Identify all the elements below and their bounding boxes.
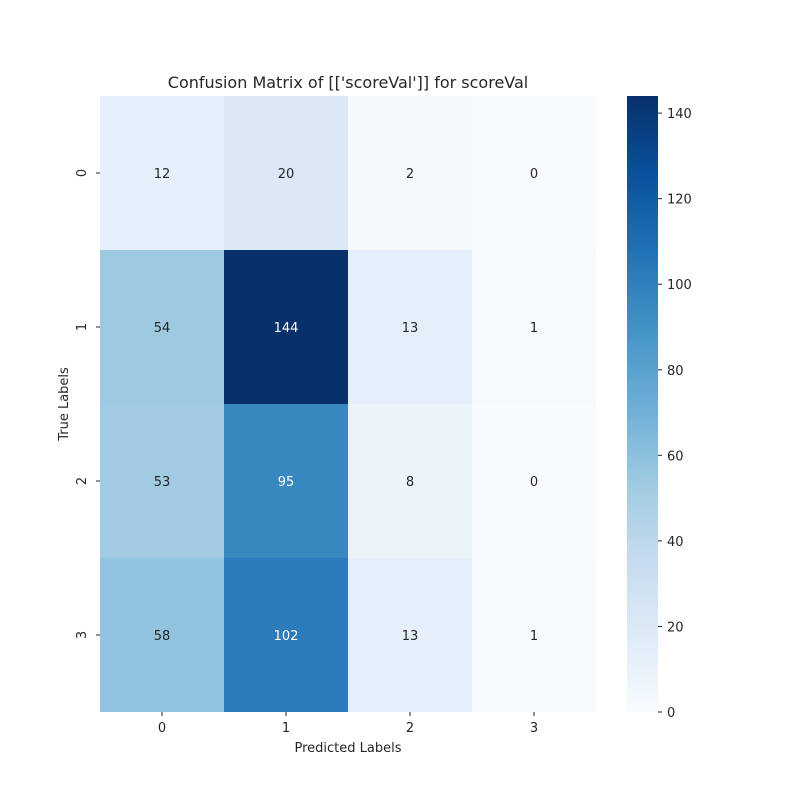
cell-value-label: 53 (154, 475, 171, 490)
heatmap-cell (472, 96, 596, 250)
y-axis-ticks: 0 1 2 3 (75, 169, 100, 639)
cell-value-label: 58 (154, 629, 171, 644)
cell-value-label: 95 (278, 475, 295, 490)
colorbar-tick-label: 60 (667, 449, 684, 464)
cell-value-label: 12 (154, 167, 171, 182)
cell-value-label: 1 (530, 321, 538, 336)
x-axis-label: Predicted Labels (294, 741, 401, 756)
colorbar-tick-label: 100 (667, 278, 692, 293)
heatmap-cell (348, 96, 472, 250)
cell-value-label: 13 (402, 321, 419, 336)
heatmap-cell (224, 250, 348, 404)
cell-value-label: 8 (406, 475, 414, 490)
cell-value-label: 0 (530, 167, 538, 182)
y-axis-label: True Labels (57, 367, 72, 442)
colorbar-tick-label: 0 (667, 706, 675, 721)
colorbar-tick-label: 20 (667, 620, 684, 635)
y-tick-label: 3 (75, 631, 90, 639)
y-tick-label: 2 (75, 477, 90, 485)
cell-value-label: 1 (530, 629, 538, 644)
heatmap-cell (472, 558, 596, 712)
cell-value-label: 13 (402, 629, 419, 644)
x-axis-ticks: 0 1 2 3 (158, 712, 538, 736)
heatmap-cell (100, 96, 224, 250)
x-tick-label: 1 (282, 721, 290, 736)
chart-title: Confusion Matrix of [['scoreVal']] for s… (168, 73, 528, 92)
cell-value-label: 102 (274, 629, 299, 644)
x-tick-label: 3 (530, 721, 538, 736)
y-tick-label: 1 (75, 323, 90, 331)
heatmap-cell (472, 250, 596, 404)
heatmap-cell (224, 404, 348, 558)
heatmap-cell (100, 404, 224, 558)
x-tick-label: 0 (158, 721, 166, 736)
y-tick-label: 0 (75, 169, 90, 177)
colorbar-tick-label: 40 (667, 535, 684, 550)
heatmap-cell (348, 250, 472, 404)
colorbar-tick-label: 120 (667, 193, 692, 208)
colorbar-tick-label: 140 (667, 107, 692, 122)
cell-value-label: 144 (274, 321, 299, 336)
heatmap-cell-labels: 12 20 2 054 144 13 153 95 8 058 102 13 1 (154, 167, 538, 644)
x-tick-label: 2 (406, 721, 414, 736)
heatmap-cell (224, 96, 348, 250)
heatmap-cell (348, 558, 472, 712)
colorbar-tick-label: 80 (667, 364, 684, 379)
heatmap-cell (472, 404, 596, 558)
heatmap-cell (100, 558, 224, 712)
cell-value-label: 20 (278, 167, 295, 182)
heatmap-cell (224, 558, 348, 712)
colorbar (627, 96, 658, 712)
colorbar-ticks: 0 20 40 60 80 100 120 140 (658, 107, 692, 721)
heatmap-cells (100, 96, 596, 712)
cell-value-label: 54 (154, 321, 171, 336)
cell-value-label: 2 (406, 167, 414, 182)
cell-value-label: 0 (530, 475, 538, 490)
heatmap-cell (100, 250, 224, 404)
heatmap-cell (348, 404, 472, 558)
